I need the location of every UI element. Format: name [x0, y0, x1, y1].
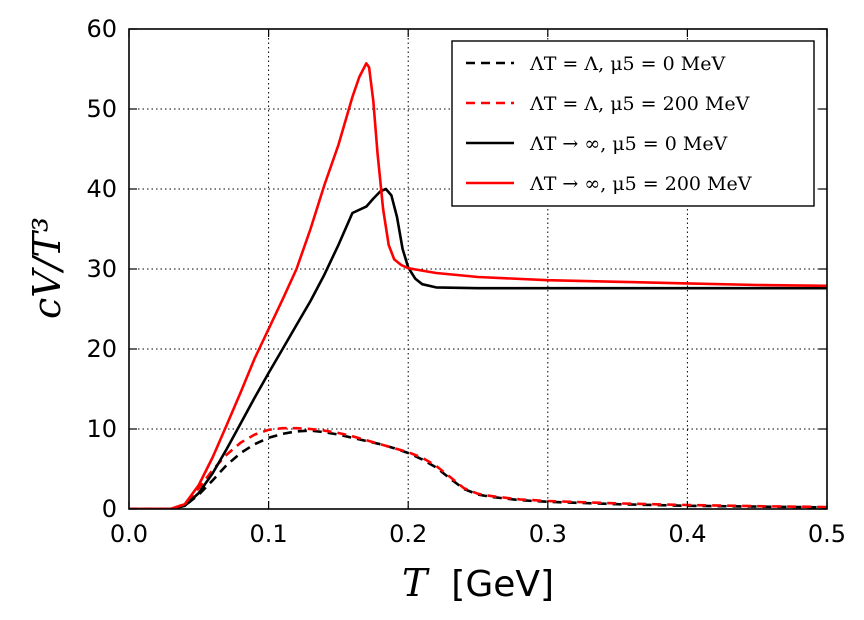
y-tick-label: 50 [86, 95, 117, 123]
legend-label-3: ΛT → ∞, μ5 = 0 MeV [529, 133, 728, 155]
x-axis-symbol: T [402, 561, 430, 605]
legend-label-4: ΛT → ∞, μ5 = 200 MeV [529, 173, 752, 195]
y-tick-label: 20 [86, 335, 117, 363]
ticks [128, 28, 828, 510]
x-axis-title: T [GeV] [402, 561, 554, 605]
x-tick-label: 0.2 [389, 520, 427, 548]
x-tick-label: 0.4 [668, 520, 706, 548]
legend-label-2: ΛT = Λ, μ5 = 200 MeV [529, 93, 750, 115]
x-tick-label: 0.3 [529, 520, 567, 548]
x-tick-label: 0.5 [808, 520, 846, 548]
tick-labels: 0.0 0.1 0.2 0.3 0.4 0.5 0 10 20 30 40 50 60 [86, 15, 846, 548]
y-tick-label: 0 [102, 495, 117, 523]
y-axis-title: cV/T³ [25, 217, 69, 319]
x-axis-unit: [GeV] [451, 564, 554, 605]
series-line-2 [129, 426, 827, 509]
series-layer [129, 62, 827, 509]
x-tick-label: 0.1 [250, 520, 288, 548]
series-line-3 [129, 187, 827, 509]
y-tick-label: 60 [86, 15, 117, 43]
x-tick-label: 0.0 [110, 520, 148, 548]
legend: ΛT = Λ, μ5 = 0 MeV ΛT = Λ, μ5 = 200 MeV ΛT… [451, 40, 815, 207]
y-tick-label: 40 [86, 175, 117, 203]
legend-frame [451, 40, 815, 207]
y-tick-label: 30 [86, 255, 117, 283]
legend-label-1: ΛT = Λ, μ5 = 0 MeV [529, 53, 725, 75]
series-line-4 [129, 62, 827, 509]
y-tick-label: 10 [86, 415, 117, 443]
